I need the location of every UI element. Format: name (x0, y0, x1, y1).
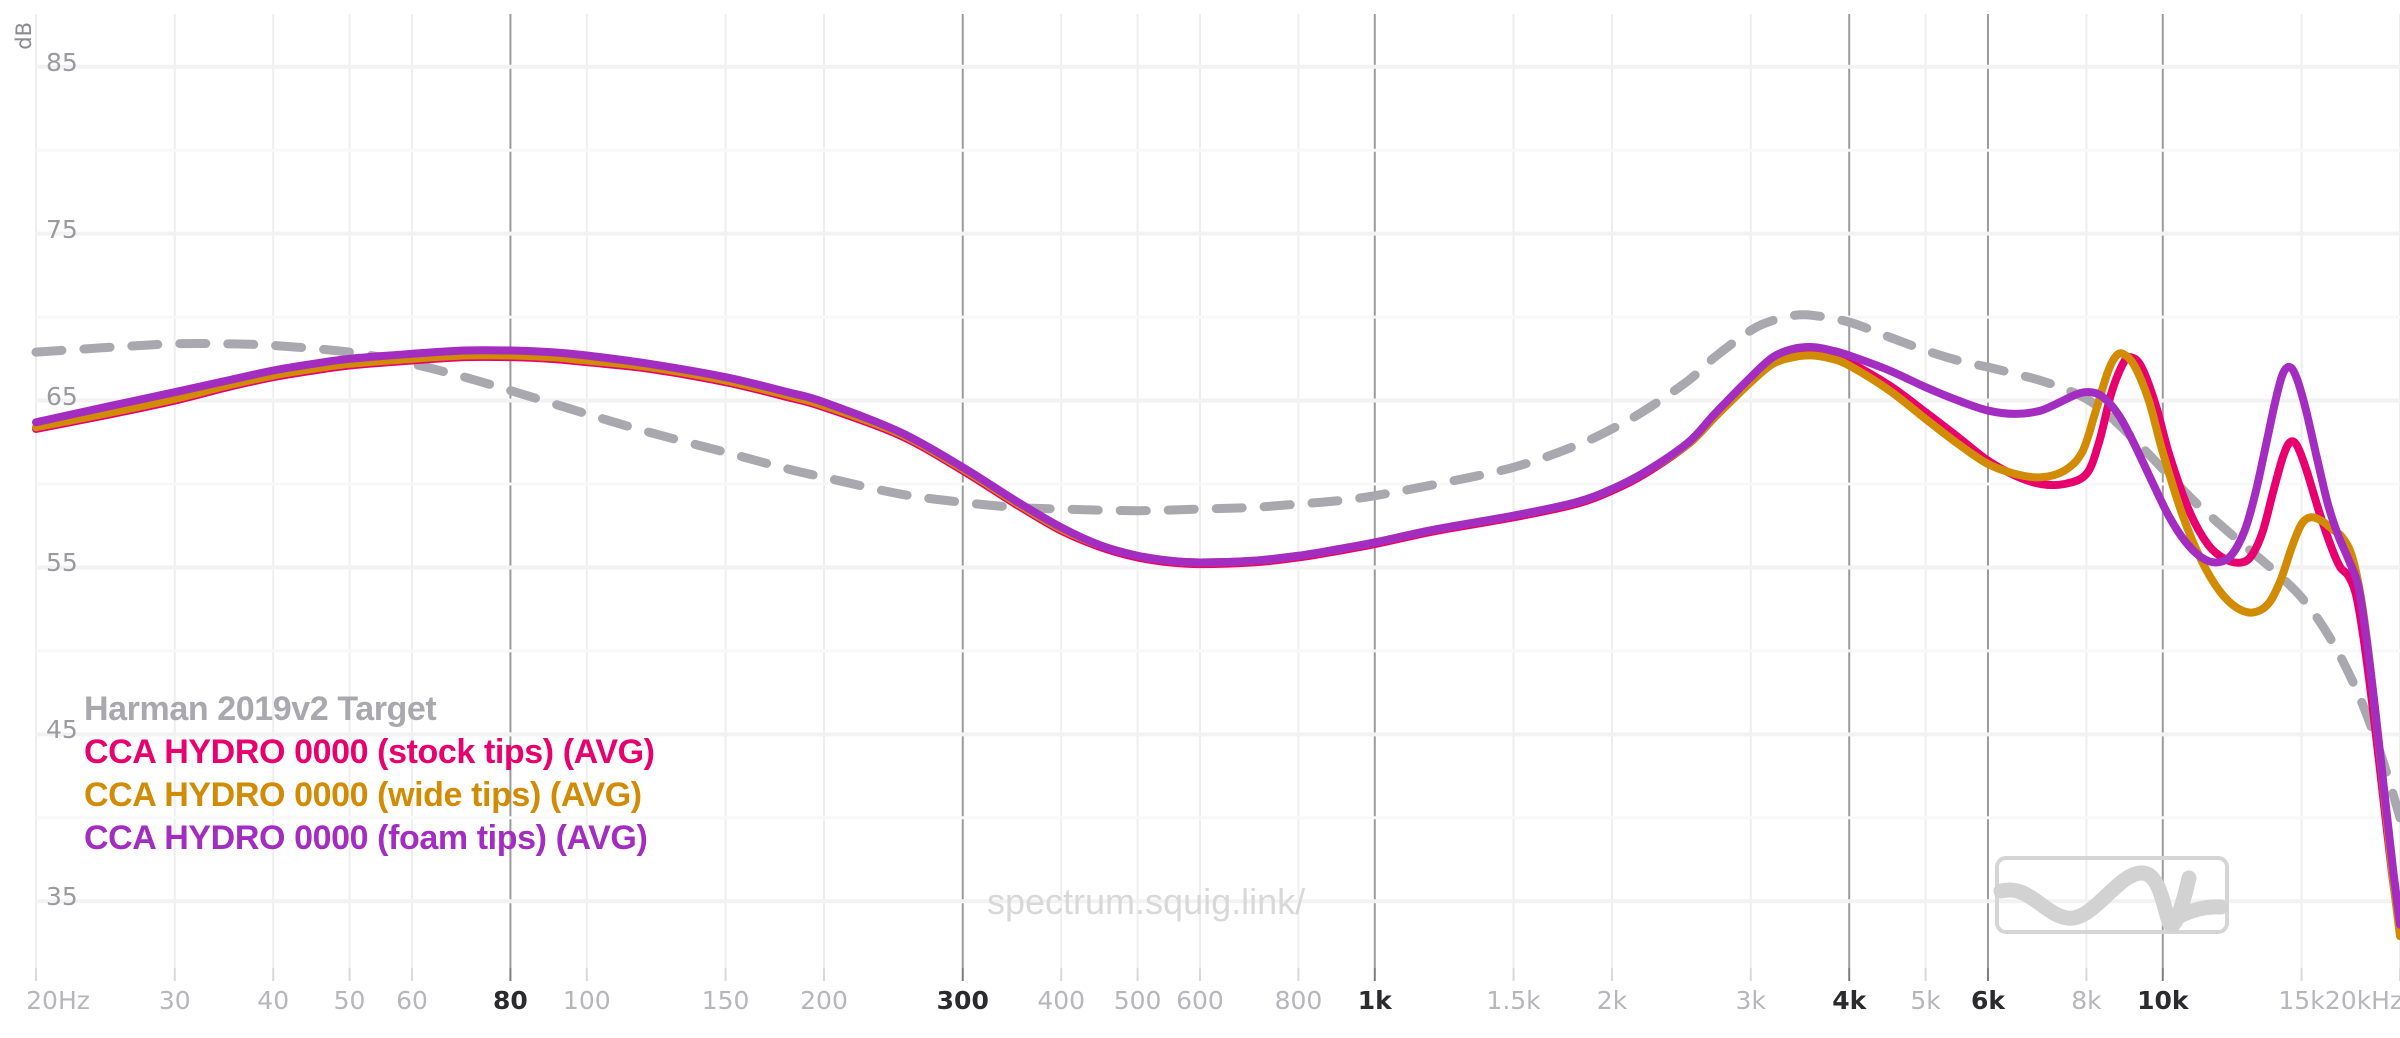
legend-item-2[interactable]: CCA HYDRO 0000 (wide tips) (AVG) (84, 776, 642, 814)
series-line (32, 343, 2400, 929)
chart-legend: Harman 2019v2 Target CCA HYDRO 0000 (stoc… (84, 688, 655, 860)
x-axis-tick-label: 100 (562, 986, 611, 1015)
x-axis-tick-label: 2k (1596, 986, 1628, 1015)
x-axis-tick-label: 20kHz (2324, 986, 2400, 1015)
vertical-gridlines (35, 14, 2400, 981)
x-axis-tick-label: 3k (1735, 986, 1766, 1015)
x-axis-tick-label: 60 (396, 986, 428, 1015)
x-axis-tick-label: 300 (936, 986, 989, 1015)
x-axis-tick-label: 40 (257, 986, 290, 1015)
x-axis-tick-label: 15k (2278, 986, 2325, 1015)
x-axis-tick-label: 5k (1910, 986, 1941, 1015)
x-axis-tick-label: 600 (1176, 986, 1224, 1015)
x-axis-tick-label: 500 (1113, 986, 1162, 1015)
series-line (31, 310, 2400, 823)
y-axis-tick-label: 65 (46, 381, 78, 411)
y-axis-tick-label: 45 (46, 715, 78, 745)
x-axis-tick-label: 1k (1357, 986, 1392, 1015)
x-axis-tick-label: 200 (800, 986, 848, 1015)
horizontal-gridlines (36, 64, 2400, 904)
x-axis-tick-label: 50 (333, 986, 366, 1015)
x-axis-tick-label: 80 (493, 986, 528, 1015)
x-axis-tick-label: 20Hz (26, 986, 90, 1015)
y-axis-tick-label: 85 (46, 47, 78, 77)
x-axis-tick-label: 8k (2071, 986, 2102, 1015)
legend-item-1[interactable]: CCA HYDRO 0000 (stock tips) (AVG) (84, 733, 655, 771)
watermark-text: spectrum.squig.link/ (987, 881, 1306, 922)
x-axis-tick-label: 1.5k (1486, 986, 1541, 1015)
y-axis-tick-label: 75 (46, 214, 78, 244)
y-axis-unit-label: dB (12, 22, 36, 50)
x-axis-tick-label: 150 (701, 986, 750, 1015)
x-axis-tick-label: 30 (158, 986, 191, 1015)
series-lines (31, 310, 2400, 941)
y-axis-tick-label: 35 (46, 882, 78, 912)
x-axis-tick-label: 6k (1970, 986, 2005, 1015)
legend-item-0[interactable]: Harman 2019v2 Target (84, 690, 437, 728)
x-axis-tick-label: 400 (1037, 986, 1086, 1015)
legend-item-3[interactable]: CCA HYDRO 0000 (foam tips) (AVG) (84, 819, 648, 857)
x-axis-tick-label: 800 (1274, 986, 1323, 1015)
x-axis-tick-label: 4k (1832, 986, 1867, 1015)
x-axis-tick-label: 10k (2137, 986, 2189, 1015)
squiglink-logo (1989, 848, 2248, 938)
y-axis-tick-label: 55 (46, 548, 78, 578)
